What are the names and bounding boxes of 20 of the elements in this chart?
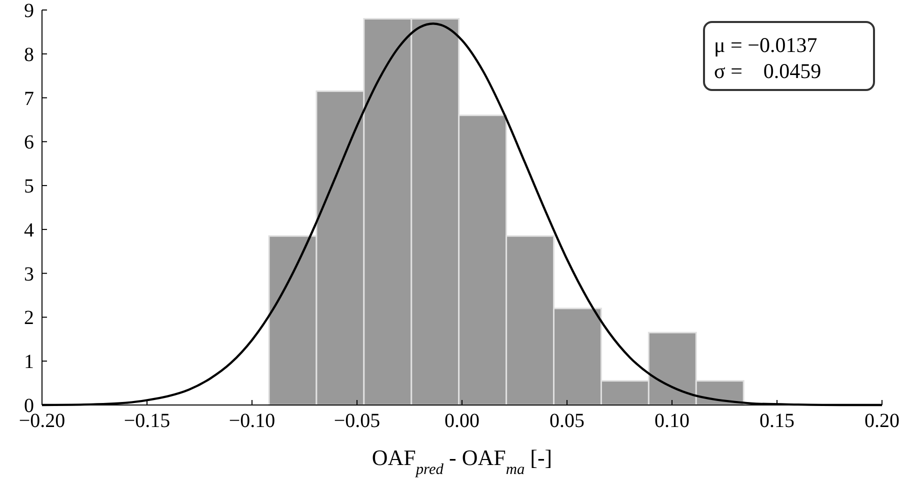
- x-tick-label: −0.15: [124, 410, 170, 432]
- x-axis-title: OAF$_{pred}$ - OAF$_{ma}$ [-]: [372, 445, 552, 478]
- x-tick-label: 0.20: [864, 410, 900, 432]
- x-tick-label: 0.10: [654, 410, 690, 432]
- annotation: μ = −0.0137: [714, 33, 818, 57]
- x-tick-label: −0.10: [228, 410, 276, 432]
- x-tick-label: 0.00: [444, 410, 480, 432]
- annotation: σ = 0.0459: [714, 59, 822, 83]
- y-tick-label: 5: [24, 176, 34, 198]
- x-tick-label: −0.05: [334, 410, 380, 432]
- y-tick-label: 1: [24, 351, 34, 374]
- x-tick-label: 0.05: [550, 410, 584, 432]
- x-tick-label: 0.15: [760, 410, 794, 432]
- y-tick-label: 9: [24, 0, 34, 22]
- y-tick-label: 2: [24, 307, 34, 330]
- y-tick-label: 8: [24, 44, 34, 66]
- y-tick-label: 4: [24, 219, 34, 242]
- y-tick-label: 3: [24, 263, 34, 286]
- y-tick-label: 6: [24, 132, 34, 154]
- y-tick-label: 7: [24, 88, 34, 110]
